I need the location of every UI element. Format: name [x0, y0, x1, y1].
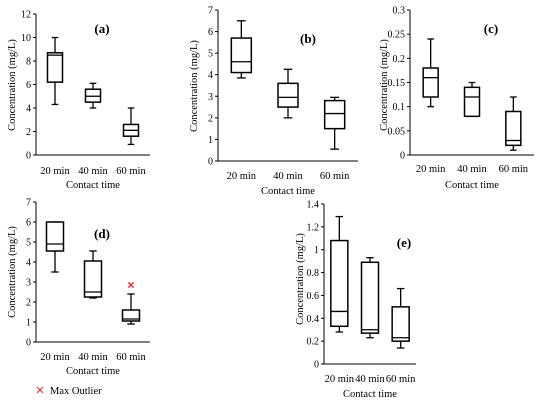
x-tick-label: 40 min: [273, 171, 303, 182]
x-tick-label: 60 min: [320, 171, 350, 182]
plot-area-e: 0 0.2 0.4 0.6 0.8 1 1.2 1.4 20 min 40 min 60 min: [307, 200, 417, 386]
y-tick-label: 0.25: [388, 30, 406, 41]
box-iqr: [230, 37, 253, 74]
plot-area-d: 0 1 2 3 4 5 6 7 20 min 40 min 60 min: [26, 198, 150, 363]
y-tick-label: 1: [26, 318, 31, 329]
y-axis-label-e: Concentration (mg/L): [295, 233, 306, 325]
y-tick-label: 0: [26, 151, 31, 162]
box-iqr: [463, 86, 481, 118]
y-tick-label: 0.8: [307, 268, 320, 279]
box-iqr: [46, 52, 64, 83]
legend: ✕ Max Outlier: [35, 384, 102, 397]
x-axis-label-e: Contact time: [343, 389, 397, 400]
y-tick-label: 6: [26, 218, 31, 229]
panel-c: 0 0.05 0.1 0.15 0.2 0.25 0.3 20 min 40 min 60 min…: [379, 6, 534, 191]
y-tick-label: 1: [208, 135, 213, 146]
x-tick-label: 20 min: [40, 166, 70, 177]
y-axis-label-d: Concentration (mg/L): [7, 226, 18, 318]
x-tick-label: 20 min: [40, 352, 70, 363]
outlier-legend-marker: ✕: [35, 384, 44, 397]
y-tick-label: 0: [208, 157, 213, 168]
y-tick-label: 0: [400, 151, 405, 162]
y-tick-label: 3: [208, 92, 213, 103]
y-axis-label-a: Concentration (mg/L): [7, 39, 18, 131]
box-iqr: [330, 239, 349, 328]
y-tick-label: 4: [208, 70, 213, 81]
x-tick-label: 20 min: [227, 171, 257, 182]
box-iqr: [45, 221, 65, 252]
x-tick-label: 40 min: [457, 164, 487, 175]
y-tick-label: 4: [26, 104, 31, 115]
y-tick-label: 0: [26, 338, 31, 349]
panel-label-d: (d): [94, 226, 110, 241]
plot-area-b: 0 1 2 3 4 5 6 7 20 min 40 min 60 min: [208, 6, 358, 182]
box-iqr: [422, 67, 439, 98]
x-tick-label: 40 min: [78, 166, 108, 177]
plot-area-c: 0 0.05 0.1 0.15 0.2 0.25 0.3 20 min 40 min 60 min: [388, 6, 534, 175]
y-tick-label: 8: [26, 57, 31, 68]
y-tick-label: 7: [26, 198, 31, 209]
panel-label-b: (b): [300, 31, 316, 46]
outlier-marker: [127, 281, 135, 289]
legend-label: Max Outlier: [50, 386, 102, 397]
y-tick-label: 2: [26, 298, 31, 309]
x-tick-label: 40 min: [355, 374, 385, 385]
panel-label-e: (e): [397, 235, 411, 250]
panel-label-c: (c): [484, 21, 498, 36]
y-tick-label: 2: [26, 127, 31, 138]
box-iqr: [360, 261, 380, 334]
y-tick-label: 6: [26, 80, 31, 91]
x-tick-label: 40 min: [78, 352, 108, 363]
box-iqr: [277, 82, 299, 108]
box-iqr: [83, 260, 103, 298]
x-tick-label: 20 min: [416, 164, 446, 175]
x-axis-label-b: Contact time: [261, 186, 315, 197]
panel-label-a: (a): [94, 21, 109, 36]
box-iqr: [391, 306, 410, 342]
x-tick-label: 60 min: [116, 352, 146, 363]
y-tick-label: 12: [21, 10, 31, 21]
y-tick-label: 0.05: [388, 126, 406, 137]
y-tick-label: 0: [314, 360, 319, 371]
box-iqr: [121, 309, 141, 322]
y-tick-label: 2: [208, 113, 213, 124]
y-tick-label: 1.4: [307, 200, 320, 211]
box-iqr: [323, 99, 346, 130]
x-axis-label-d: Contact time: [66, 366, 120, 377]
y-tick-label: 10: [21, 33, 31, 44]
x-tick-label: 20 min: [325, 374, 355, 385]
x-tick-label: 60 min: [386, 374, 416, 385]
y-tick-label: 6: [208, 27, 213, 38]
y-tick-label: 0.6: [307, 291, 320, 302]
y-tick-label: 0.3: [393, 6, 406, 17]
y-tick-label: 4: [26, 258, 31, 269]
y-tick-label: 5: [208, 49, 213, 60]
panel-b: 0 1 2 3 4 5 6 7 20 min 40 min 60 min (b) Concentra…: [189, 6, 358, 197]
y-tick-label: 0.2: [307, 337, 320, 348]
plot-area-a: 0 2 4 6 8 10 12 20 min 40 min 60 min: [21, 10, 150, 177]
panel-a: 0 2 4 6 8 10 12 20 min 40 min 60 min (a) Concentr…: [7, 10, 150, 191]
y-tick-label: 1: [314, 245, 319, 256]
y-tick-label: 7: [208, 6, 213, 17]
y-tick-label: 1.2: [307, 222, 320, 233]
y-tick-label: 0.2: [393, 54, 406, 65]
y-tick-label: 0.15: [388, 78, 406, 89]
y-tick-label: 0.4: [307, 314, 320, 325]
x-axis-label-c: Contact time: [445, 180, 499, 191]
y-tick-label: 0.1: [393, 102, 406, 113]
y-axis-label-c: Concentration (mg/L): [379, 39, 390, 131]
box-iqr: [505, 110, 522, 147]
y-tick-label: 3: [26, 278, 31, 289]
x-tick-label: 60 min: [116, 166, 146, 177]
x-tick-label: 60 min: [499, 164, 529, 175]
y-axis-label-b: Concentration (mg/L): [189, 40, 200, 132]
y-tick-label: 5: [26, 238, 31, 249]
panel-e: 0 0.2 0.4 0.6 0.8 1 1.2 1.4 20 min 40 min 60 min (…: [295, 200, 416, 400]
panel-d: 0 1 2 3 4 5 6 7 20 min 40 min 60 min (d) Concentra…: [7, 198, 150, 397]
x-axis-label-a: Contact time: [66, 180, 120, 191]
